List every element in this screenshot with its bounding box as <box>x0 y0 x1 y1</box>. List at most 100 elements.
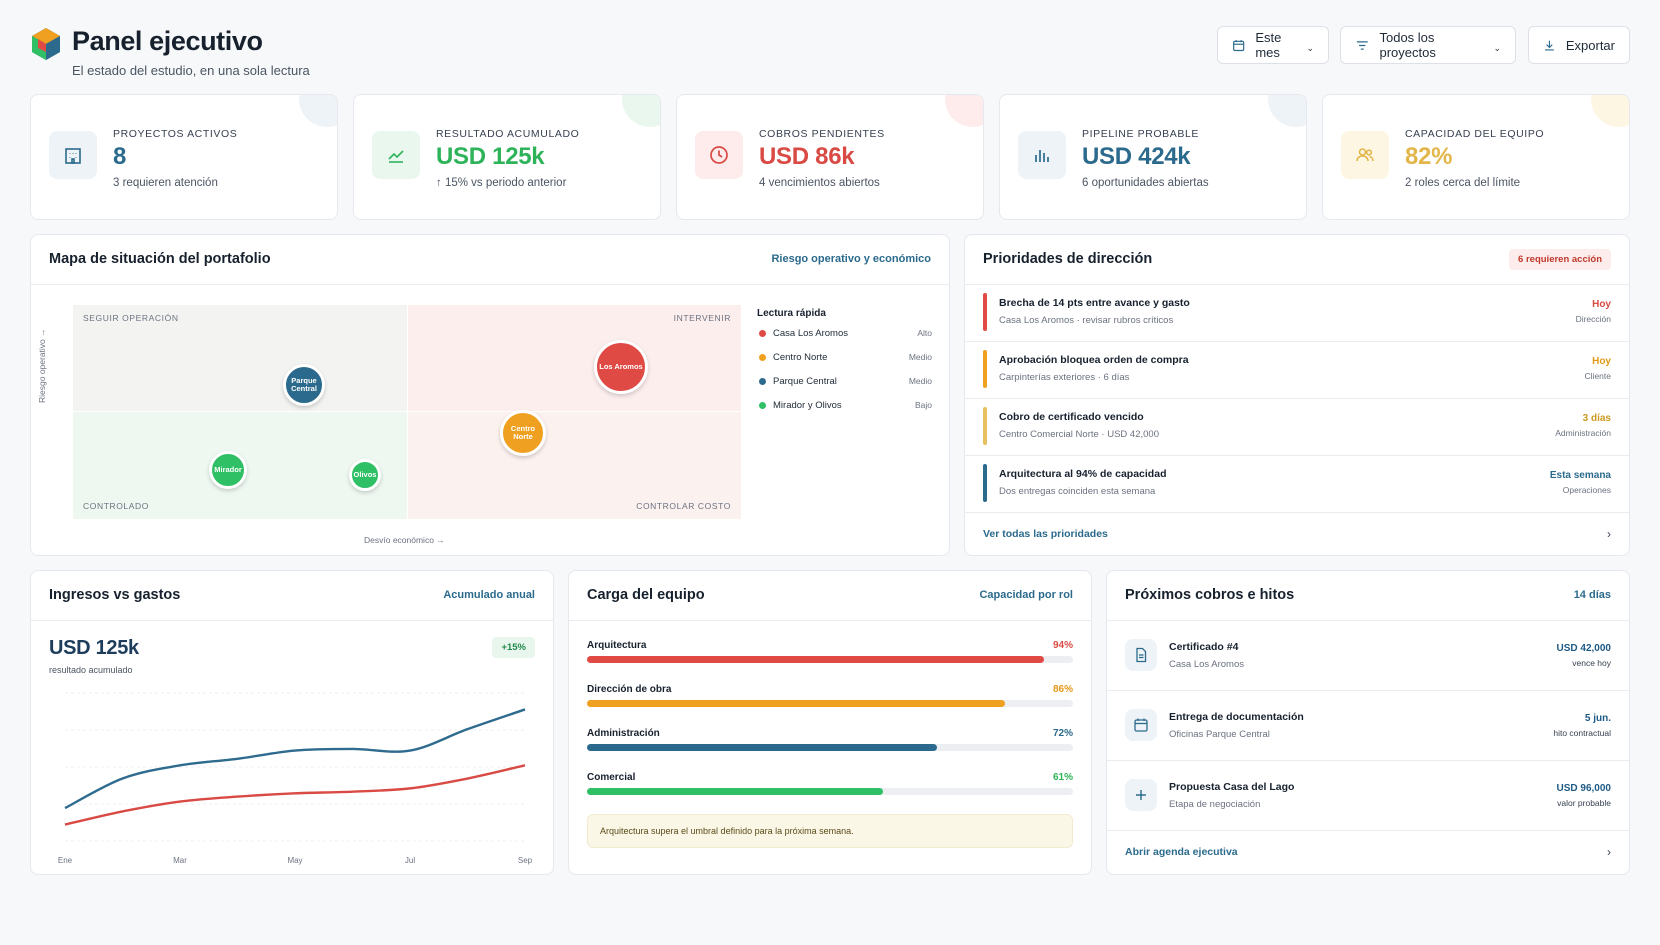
chevron-down-icon: ⌄ <box>1493 42 1501 53</box>
chevron-right-icon[interactable]: › <box>1607 845 1611 859</box>
page-header: Panel ejecutivo El estado del estudio, e… <box>30 26 1630 82</box>
income-expenses-panel: Ingresos vs gastos Acumulado anual USD 1… <box>30 570 554 875</box>
clock-icon <box>695 131 743 179</box>
panel-title: Mapa de situación del portafolio <box>49 251 271 267</box>
panel-title: Próximos cobros e hitos <box>1125 587 1295 603</box>
x-tick-label: May <box>287 856 302 865</box>
calendar-icon <box>1125 709 1157 741</box>
growth-badge: +15% <box>492 637 535 658</box>
x-tick-label: Jul <box>405 856 415 865</box>
priority-item[interactable]: Brecha de 14 pts entre avance y gasto Ca… <box>965 285 1629 342</box>
quadrant-label: SEGUIR OPERACIÓN <box>83 313 179 323</box>
upcoming-item[interactable]: Entrega de documentación Oficinas Parque… <box>1107 691 1629 761</box>
x-tick-label: Mar <box>173 856 187 865</box>
kpi-card-team-capacity[interactable]: CAPACIDAD DEL EQUIPO 82% 2 roles cerca d… <box>1322 94 1630 220</box>
portfolio-risk-link[interactable]: Riesgo operativo y económico <box>771 253 931 265</box>
chevron-right-icon[interactable]: › <box>1607 527 1611 541</box>
legend: Lectura rápida Casa Los Aromos Alto Cent… <box>757 308 932 424</box>
panel-title: Carga del equipo <box>587 587 705 603</box>
kpi-value: 8 <box>113 143 127 170</box>
filter-icon <box>1356 40 1368 50</box>
quadrant-label: INTERVENIR <box>673 313 731 323</box>
panel-title: Prioridades de dirección <box>983 251 1153 267</box>
kpi-value: USD 125k <box>436 143 545 170</box>
kpi-label: PROYECTOS ACTIVOS <box>113 128 238 140</box>
kpi-card-pipeline[interactable]: PIPELINE PROBABLE USD 424k 6 oportunidad… <box>999 94 1307 220</box>
kpi-card-accumulated-result[interactable]: RESULTADO ACUMULADO USD 125k ↑ 15% vs pe… <box>353 94 661 220</box>
kpi-subtext: 2 roles cerca del límite <box>1405 177 1521 189</box>
load-bar-fill <box>587 788 884 795</box>
projects-filter-label: Todos los proyectos <box>1379 30 1436 60</box>
project-bubble-parque-central[interactable]: Parque Central <box>283 364 325 406</box>
series-line-1 <box>64 764 526 826</box>
projects-filter-button[interactable]: Todos los proyectos ⌄ <box>1340 26 1516 64</box>
bar-chart-icon <box>1018 131 1066 179</box>
role-load-row: Administración 72% <box>587 728 1073 768</box>
x-axis-label: Desvío económico → <box>364 535 445 545</box>
building-icon <box>49 131 97 179</box>
kpi-subtext: ↑ 15% vs periodo anterior <box>436 177 567 189</box>
status-badge: 6 requieren acción <box>1509 249 1611 270</box>
trend-up-icon <box>372 131 420 179</box>
portfolio-map-panel: Mapa de situación del portafolio Riesgo … <box>30 234 950 556</box>
team-load-panel: Carga del equipo Capacidad por rol Arqui… <box>568 570 1092 875</box>
kpi-card-active-projects[interactable]: PROYECTOS ACTIVOS 8 3 requieren atención <box>30 94 338 220</box>
quadrant-top-right <box>408 305 741 411</box>
threshold-alert: Arquitectura supera el umbral definido p… <box>587 814 1073 848</box>
priority-item[interactable]: Aprobación bloquea orden de compra Carpi… <box>965 342 1629 399</box>
open-executive-agenda-link[interactable]: Abrir agenda ejecutiva <box>1125 846 1238 858</box>
capacity-by-role-link[interactable]: Capacidad por rol <box>979 589 1073 601</box>
window-days-link[interactable]: 14 días <box>1573 589 1611 601</box>
project-bubble-olivos[interactable]: Olivos <box>349 459 381 491</box>
project-bubble-los-aromos[interactable]: Los Aromos <box>594 340 648 394</box>
priority-item[interactable]: Arquitectura al 94% de capacidad Dos ent… <box>965 456 1629 513</box>
legend-item: Casa Los Aromos Alto <box>757 328 932 352</box>
panel-title: Ingresos vs gastos <box>49 587 181 603</box>
upcoming-panel: Próximos cobros e hitos 14 días Certific… <box>1106 570 1630 875</box>
role-load-row: Arquitectura 94% <box>587 640 1073 680</box>
download-icon <box>1545 40 1554 50</box>
x-tick-label: Ene <box>58 856 73 865</box>
legend-title: Lectura rápida <box>757 308 826 319</box>
annual-accumulated-link[interactable]: Acumulado anual <box>443 589 535 601</box>
load-bar-fill <box>587 656 1044 663</box>
upcoming-item[interactable]: Certificado #4 Casa Los Aromos USD 42,00… <box>1107 621 1629 691</box>
document-icon <box>1125 639 1157 671</box>
view-all-priorities-link[interactable]: Ver todas las prioridades <box>983 528 1108 540</box>
quadrant-map: SEGUIR OPERACIÓN INTERVENIR CONTROLADO C… <box>73 305 741 519</box>
priorities-panel: Prioridades de dirección 6 requieren acc… <box>964 234 1630 556</box>
role-load-row: Comercial 61% <box>587 772 1073 812</box>
load-bar-fill <box>587 700 1005 707</box>
income-line-chart: Ene Mar May Jul Sep <box>58 692 533 865</box>
legend-item: Parque Central Medio <box>757 376 932 400</box>
quadrant-bottom-right <box>408 412 741 519</box>
users-icon <box>1341 131 1389 179</box>
kpi-label: CAPACIDAD DEL EQUIPO <box>1405 128 1545 140</box>
period-filter-button[interactable]: Este mes ⌄ <box>1217 26 1329 64</box>
kpi-value: USD 86k <box>759 143 855 170</box>
project-bubble-centro-norte[interactable]: Centro Norte <box>500 410 546 456</box>
quadrant-label: CONTROLADO <box>83 501 149 511</box>
series-line-0 <box>64 708 526 810</box>
kpi-label: COBROS PENDIENTES <box>759 128 885 140</box>
load-bar-fill <box>587 744 937 751</box>
kpi-value: 82% <box>1405 143 1453 170</box>
kpi-label: RESULTADO ACUMULADO <box>436 128 580 140</box>
kpi-value: USD 424k <box>1082 143 1191 170</box>
project-bubble-mirador[interactable]: Mirador <box>209 451 247 489</box>
logo-icon <box>32 28 60 60</box>
kpi-subtext: 4 vencimientos abiertos <box>759 177 880 189</box>
income-subtext: resultado acumulado <box>49 665 133 675</box>
upcoming-item[interactable]: Propuesta Casa del Lago Etapa de negocia… <box>1107 761 1629 831</box>
kpi-subtext: 3 requieren atención <box>113 177 218 189</box>
plus-icon <box>1125 779 1157 811</box>
kpi-label: PIPELINE PROBABLE <box>1082 128 1199 140</box>
quadrant-top-left <box>73 305 407 411</box>
export-button[interactable]: Exportar <box>1528 26 1630 64</box>
kpi-subtext: 6 oportunidades abiertas <box>1082 177 1209 189</box>
y-axis-label: Riesgo operativo → <box>37 328 47 403</box>
quadrant-label: CONTROLAR COSTO <box>636 501 731 511</box>
kpi-card-pending-collections[interactable]: COBROS PENDIENTES USD 86k 4 vencimientos… <box>676 94 984 220</box>
role-load-row: Dirección de obra 86% <box>587 684 1073 724</box>
priority-item[interactable]: Cobro de certificado vencido Centro Come… <box>965 399 1629 456</box>
